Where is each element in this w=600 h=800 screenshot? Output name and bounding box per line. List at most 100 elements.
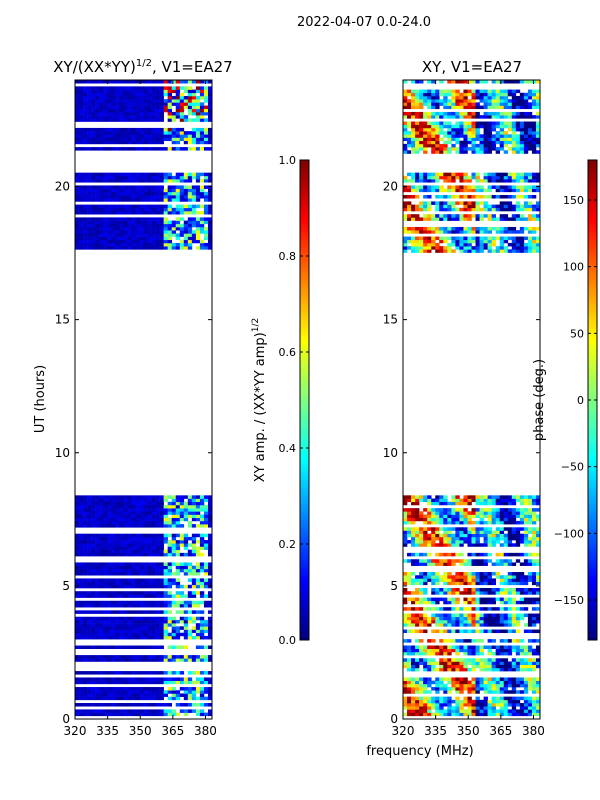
amp-heat-cell xyxy=(107,693,112,697)
phase-heat-cell xyxy=(479,236,484,241)
phase-heat-cell xyxy=(475,533,480,538)
amp-heat-cell xyxy=(87,549,92,554)
phase-heat-cell xyxy=(403,559,408,563)
amp-heat-cell xyxy=(131,572,136,576)
phase-heat-cell xyxy=(423,709,428,713)
phase-heat-cell xyxy=(535,639,540,643)
amp-heat-cell xyxy=(83,179,88,183)
phase-heat-cell xyxy=(483,239,488,244)
amp-heat-cell xyxy=(199,712,205,717)
amp-heat-cell xyxy=(95,581,100,586)
amp-heat-cell xyxy=(87,645,92,650)
amp-heat-cell xyxy=(75,677,80,681)
amp-heat-cell xyxy=(99,629,104,634)
amp-heat-cell xyxy=(135,185,140,189)
amp-heat-cell xyxy=(171,578,177,582)
phase-heat-cell xyxy=(443,667,448,672)
amp-heat-cell xyxy=(203,147,209,151)
amp-heat-cell xyxy=(87,86,92,90)
amp-heat-cell xyxy=(107,645,112,650)
amp-heat-cell xyxy=(103,131,108,135)
phase-heat-cell xyxy=(531,249,537,253)
amp-heat-cell xyxy=(159,581,164,586)
amp-heat-cell xyxy=(147,524,152,528)
amp-heat-cell xyxy=(187,223,193,228)
phase-heat-cell xyxy=(503,623,509,627)
amp-heat-cell xyxy=(123,578,128,582)
phase-heat-cell xyxy=(491,239,496,244)
amp-heat-cell xyxy=(91,696,96,701)
amp-heat-cell xyxy=(75,524,80,528)
amp-heat-cell xyxy=(111,533,116,538)
phase-heat-cell xyxy=(403,508,408,512)
amp-heat-cell xyxy=(175,179,181,183)
phase-heat-cell xyxy=(491,520,496,525)
phase-heat-cell xyxy=(411,690,416,694)
phase-heat-cell xyxy=(427,511,432,515)
amp-heat-cell xyxy=(111,179,116,183)
phase-heat-cell xyxy=(499,530,505,534)
phase-heat-cell xyxy=(523,703,529,707)
phase-heat-cell xyxy=(471,249,476,253)
amp-heat-cell xyxy=(195,131,201,135)
amp-heat-cell xyxy=(87,217,92,221)
amp-heat-cell xyxy=(83,514,88,519)
amp-heat-cell xyxy=(127,175,132,180)
amp-heat-cell xyxy=(75,591,80,595)
amp-heat-cell xyxy=(103,524,108,528)
phase-heat-cell xyxy=(423,661,428,665)
phase-heat-cell xyxy=(503,246,509,250)
amp-heat-cell xyxy=(115,230,120,234)
amp-heat-cell xyxy=(207,584,212,589)
amp-heat-cell xyxy=(87,603,92,608)
amp-heat-cell xyxy=(91,671,96,675)
amp-heat-cell xyxy=(207,514,212,519)
phase-heat-cell xyxy=(535,242,540,247)
phase-heat-cell xyxy=(519,188,525,193)
phase-heat-cell xyxy=(487,214,492,218)
amp-heat-cell xyxy=(155,594,160,598)
phase-heat-cell xyxy=(503,527,509,531)
amp-heat-cell xyxy=(151,511,156,515)
phase-heat-cell xyxy=(403,201,408,205)
amp-heat-cell xyxy=(127,80,132,84)
amp-heat-cell xyxy=(163,127,168,132)
amp-heat-cell xyxy=(127,498,132,503)
amp-heat-cell xyxy=(143,568,148,573)
amp-heat-cell xyxy=(139,147,144,151)
amp-heat-cell xyxy=(147,239,152,244)
amp-heat-cell xyxy=(187,233,193,237)
amp-heat-cell xyxy=(147,572,152,576)
amp-heat-cell xyxy=(123,172,128,177)
amp-heat-cell xyxy=(163,584,168,589)
phase-heat-cell xyxy=(531,214,537,218)
phase-heat-cell xyxy=(499,239,505,244)
amp-heat-cell xyxy=(199,709,205,713)
amp-heat-cell xyxy=(163,220,168,225)
amp-heat-cell xyxy=(191,99,197,103)
amp-heat-cell xyxy=(159,552,164,557)
phase-heat-cell xyxy=(499,249,505,253)
phase-heat-cell xyxy=(459,246,464,250)
phase-heat-cell xyxy=(531,591,537,595)
amp-heat-cell xyxy=(207,677,212,681)
amp-heat-cell xyxy=(199,524,205,528)
phase-heat-cell xyxy=(435,680,440,685)
amp-heat-cell xyxy=(151,220,156,225)
amp-heat-cell xyxy=(151,198,156,202)
amp-heat-cell xyxy=(131,690,136,694)
amp-heat-cell xyxy=(139,591,144,595)
amp-heat-cell xyxy=(75,195,80,199)
phase-heat-cell xyxy=(471,588,476,592)
phase-heat-cell xyxy=(507,619,513,624)
amp-heat-cell xyxy=(159,179,164,183)
amp-heat-cell xyxy=(147,568,152,573)
amp-heat-cell xyxy=(83,80,88,84)
phase-heat-cell xyxy=(471,578,476,582)
phase-heat-cell xyxy=(483,703,488,707)
phase-heat-cell xyxy=(491,207,496,212)
amp-heat-cell xyxy=(171,185,177,189)
amp-x-tick-label: 350 xyxy=(129,724,152,738)
phase-heat-cell xyxy=(403,623,408,627)
amp-heat-cell xyxy=(191,600,197,605)
